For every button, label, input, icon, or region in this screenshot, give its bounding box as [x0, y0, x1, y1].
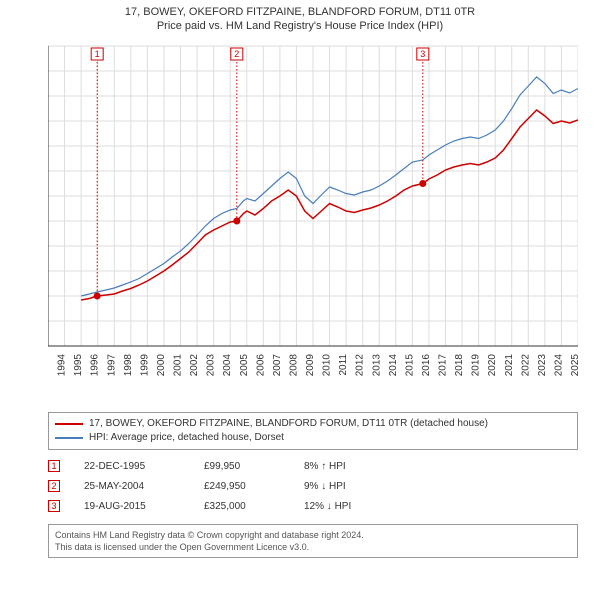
svg-text:2003: 2003 — [206, 354, 217, 377]
svg-text:2011: 2011 — [338, 354, 349, 376]
event-marker: 1 — [48, 460, 60, 472]
legend-label: 17, BOWEY, OKEFORD FITZPAINE, BLANDFORD … — [89, 417, 488, 431]
chart-container: 17, BOWEY, OKEFORD FITZPAINE, BLANDFORD … — [0, 0, 600, 590]
svg-text:2: 2 — [234, 49, 239, 59]
title-address: 17, BOWEY, OKEFORD FITZPAINE, BLANDFORD … — [0, 6, 600, 18]
svg-text:2022: 2022 — [520, 354, 531, 377]
svg-text:1999: 1999 — [139, 354, 150, 377]
svg-text:2013: 2013 — [371, 354, 382, 377]
footer-line2: This data is licensed under the Open Gov… — [55, 541, 571, 553]
event-row: 1 22-DEC-1995£99,9508% ↑ HPI — [48, 456, 578, 476]
event-delta: 9% ↓ HPI — [304, 481, 346, 492]
legend-swatch — [55, 437, 83, 439]
event-row: 2 25-MAY-2004£249,9509% ↓ HPI — [48, 476, 578, 496]
svg-text:2000: 2000 — [156, 354, 167, 377]
svg-text:2018: 2018 — [454, 354, 465, 377]
event-price: £99,950 — [204, 461, 304, 472]
event-price: £325,000 — [204, 501, 304, 512]
svg-text:2012: 2012 — [355, 354, 366, 377]
svg-text:1996: 1996 — [90, 354, 101, 377]
title-subtitle: Price paid vs. HM Land Registry's House … — [0, 20, 600, 32]
chart-titles: 17, BOWEY, OKEFORD FITZPAINE, BLANDFORD … — [0, 0, 600, 32]
svg-text:1997: 1997 — [106, 354, 117, 377]
chart-svg: £0£50K£100K£150K£200K£250K£300K£350K£400… — [48, 42, 578, 392]
svg-text:1998: 1998 — [123, 354, 134, 377]
legend-row: 17, BOWEY, OKEFORD FITZPAINE, BLANDFORD … — [55, 417, 571, 431]
chart-plot-area: £0£50K£100K£150K£200K£250K£300K£350K£400… — [48, 42, 578, 392]
svg-text:2017: 2017 — [438, 354, 449, 377]
footer-attribution: Contains HM Land Registry data © Crown c… — [48, 524, 578, 558]
svg-text:1995: 1995 — [73, 354, 84, 377]
svg-text:2007: 2007 — [272, 354, 283, 377]
svg-text:2006: 2006 — [255, 354, 266, 377]
svg-text:2024: 2024 — [553, 354, 564, 377]
svg-text:2004: 2004 — [222, 354, 233, 377]
svg-text:2005: 2005 — [239, 354, 250, 377]
svg-text:2009: 2009 — [305, 354, 316, 377]
svg-text:2014: 2014 — [388, 354, 399, 377]
legend-box: 17, BOWEY, OKEFORD FITZPAINE, BLANDFORD … — [48, 412, 578, 450]
svg-text:1: 1 — [95, 49, 100, 59]
event-marker: 2 — [48, 480, 60, 492]
events-table: 1 22-DEC-1995£99,9508% ↑ HPI 2 25-MAY-2004£… — [48, 456, 578, 516]
event-row: 3 19-AUG-2015£325,00012% ↓ HPI — [48, 496, 578, 516]
event-date: 22-DEC-1995 — [84, 461, 204, 472]
svg-text:2021: 2021 — [504, 354, 515, 377]
event-delta: 12% ↓ HPI — [304, 501, 351, 512]
svg-text:2023: 2023 — [537, 354, 548, 377]
footer-line1: Contains HM Land Registry data © Crown c… — [55, 529, 571, 541]
svg-text:2020: 2020 — [487, 354, 498, 377]
event-price: £249,950 — [204, 481, 304, 492]
svg-text:2002: 2002 — [189, 354, 200, 377]
event-date: 25-MAY-2004 — [84, 481, 204, 492]
legend-row: HPI: Average price, detached house, Dors… — [55, 431, 571, 445]
svg-text:1993: 1993 — [48, 354, 51, 377]
event-marker: 3 — [48, 500, 60, 512]
svg-text:2015: 2015 — [404, 354, 415, 377]
svg-text:1994: 1994 — [57, 354, 68, 377]
svg-text:2019: 2019 — [471, 354, 482, 377]
svg-text:2001: 2001 — [173, 354, 184, 377]
legend-swatch — [55, 423, 83, 425]
svg-text:2010: 2010 — [322, 354, 333, 377]
event-date: 19-AUG-2015 — [84, 501, 204, 512]
svg-text:2016: 2016 — [421, 354, 432, 377]
svg-text:3: 3 — [420, 49, 425, 59]
svg-text:2008: 2008 — [288, 354, 299, 377]
legend-label: HPI: Average price, detached house, Dors… — [89, 431, 284, 445]
event-delta: 8% ↑ HPI — [304, 461, 346, 472]
svg-text:2025: 2025 — [570, 354, 578, 377]
